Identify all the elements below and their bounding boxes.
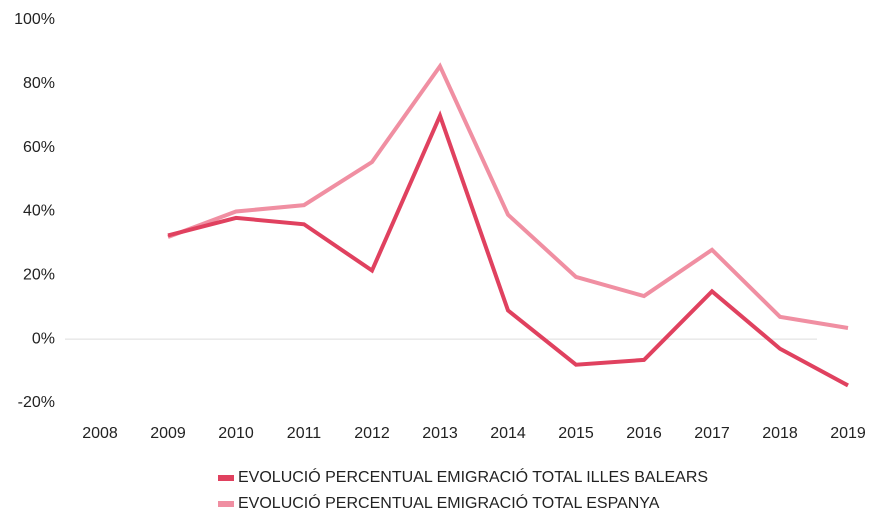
y-tick-label: 20% — [23, 267, 55, 284]
y-tick-label: 100% — [14, 11, 55, 28]
legend-swatch — [218, 475, 234, 481]
y-tick-label: 60% — [23, 139, 55, 156]
x-tick-label: 2012 — [354, 425, 390, 442]
x-tick-label: 2016 — [626, 425, 662, 442]
legend-swatch — [218, 501, 234, 507]
x-tick-label: 2008 — [82, 425, 118, 442]
x-tick-label: 2017 — [694, 425, 730, 442]
x-tick-label: 2014 — [490, 425, 526, 442]
legend-label: EVOLUCIÓ PERCENTUAL EMIGRACIÓ TOTAL ESPA… — [238, 493, 660, 512]
x-tick-label: 2011 — [287, 425, 322, 442]
x-tick-label: 2015 — [558, 425, 594, 442]
legend-label: EVOLUCIÓ PERCENTUAL EMIGRACIÓ TOTAL ILLE… — [238, 467, 708, 486]
series-line — [167, 110, 849, 388]
y-tick-label: 40% — [23, 203, 55, 220]
x-tick-label: 2018 — [762, 425, 798, 442]
y-tick-label: 80% — [23, 75, 55, 92]
x-tick-label: 2013 — [422, 425, 458, 442]
x-tick-label: 2009 — [150, 425, 186, 442]
series-line — [167, 62, 849, 330]
x-tick-label: 2019 — [830, 425, 866, 442]
x-tick-label: 2010 — [218, 425, 254, 442]
y-tick-label: 0% — [32, 330, 55, 347]
y-tick-label: -20% — [18, 394, 55, 411]
